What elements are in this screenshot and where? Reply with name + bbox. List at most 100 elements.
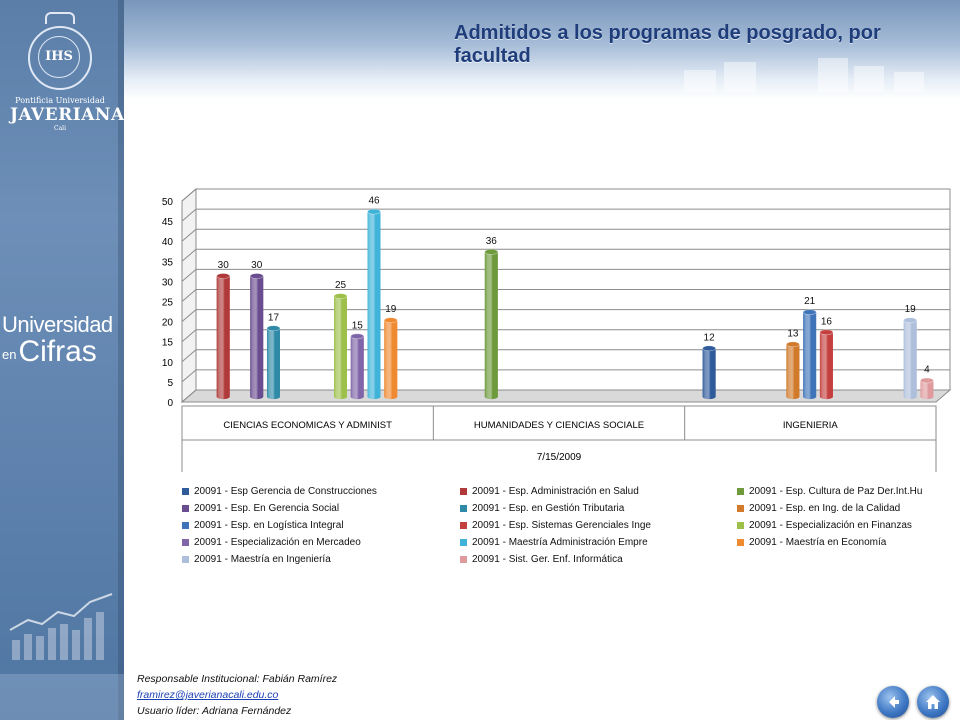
home-button[interactable]: [917, 686, 949, 718]
y-tick-label: 45: [162, 217, 174, 228]
bar: [819, 329, 834, 400]
chart-labels: 0 5 10 15 20 25 30 35 40 45 50 CIENCIAS ECONOMICAS …: [162, 196, 930, 463]
sidebar-shade: [118, 0, 124, 720]
responsable-text: Responsable Institucional: Fabián Ramíre…: [137, 673, 338, 685]
bar-shade: [384, 320, 398, 400]
legend-label: 20091 - Esp Gerencia de Construcciones: [194, 485, 377, 497]
legend-label: 20091 - Esp. Sistemas Gerenciales Inge: [472, 519, 651, 531]
university-logo: IHS Pontificia Universidad JAVERIANA Cal…: [10, 12, 124, 132]
gridline: [181, 349, 950, 363]
gridline: [181, 188, 950, 202]
seal-text: IHS: [38, 36, 80, 78]
logo-line-2: JAVERIANA: [10, 105, 124, 125]
data-label: 21: [804, 296, 816, 307]
back-button[interactable]: [877, 686, 909, 718]
legend-label: 20091 - Maestría en Ingeniería: [194, 553, 331, 565]
legend-item: 20091 - Esp. en Gestión Tributaria: [460, 501, 624, 515]
legend-item: 20091 - Especialización en Finanzas: [737, 518, 912, 532]
legend-swatch: [182, 538, 189, 546]
legend-label: 20091 - Sist. Ger. Enf. Informática: [472, 553, 623, 565]
bar: [383, 317, 398, 400]
bar-top: [802, 309, 817, 315]
legend-swatch: [460, 504, 467, 512]
usuario-text: Usuario líder: Adriana Fernández: [137, 705, 292, 717]
bar-top: [702, 345, 716, 352]
sidebar-footer-band: [0, 674, 124, 720]
data-label: 19: [905, 304, 917, 315]
legend-swatch: [737, 487, 744, 495]
bar-shade: [803, 312, 817, 400]
page-title: Admitidos a los programas de posgrado, p…: [454, 22, 881, 67]
gridline: [181, 369, 950, 383]
data-label: 46: [368, 196, 380, 207]
gridline: [181, 289, 950, 302]
chart-bars: [216, 208, 934, 400]
bar: [350, 333, 365, 400]
bar: [920, 377, 934, 400]
y-tick-label: 5: [167, 378, 173, 389]
legend-swatch: [182, 555, 189, 563]
legend-label: 20091 - Esp. Cultura de Paz Der.Int.Hu: [749, 485, 923, 497]
brand-title: Universidad en Cifras: [2, 312, 113, 368]
y-tick-label: 50: [162, 197, 174, 208]
home-icon: [926, 695, 940, 709]
y-tick-label: 20: [162, 318, 174, 329]
legend-item: 20091 - Maestría Administración Empre: [460, 535, 648, 549]
gridline: [181, 248, 950, 262]
crown-icon: [45, 12, 75, 24]
legend-item: 20091 - Esp. Sistemas Gerenciales Inge: [460, 518, 651, 532]
y-tick-label: 35: [162, 257, 174, 268]
legend-label: 20091 - Especialización en Mercadeo: [194, 536, 361, 548]
email-link[interactable]: framirez@javerianacali.edu.co: [137, 689, 279, 701]
data-label: 16: [821, 316, 833, 327]
data-label: 17: [268, 312, 280, 323]
y-tick-label: 0: [167, 398, 173, 409]
data-label: 36: [486, 236, 498, 247]
legend-swatch: [737, 538, 744, 546]
bar: [333, 293, 348, 400]
legend-item: 20091 - Esp. Cultura de Paz Der.Int.Hu: [737, 484, 922, 498]
y-tick-label: 30: [162, 277, 174, 288]
seal-icon: IHS: [28, 26, 92, 90]
bar-top: [350, 333, 365, 340]
y-tick-label: 10: [162, 358, 174, 369]
bar-shade: [250, 276, 264, 400]
gridline: [181, 268, 950, 282]
x-axis-title: 7/15/2009: [537, 452, 582, 463]
legend-swatch: [182, 521, 189, 529]
brand-line-2: en: [2, 347, 17, 362]
bar-shade: [903, 320, 917, 400]
legend-item: 20091 - Sist. Ger. Enf. Informática: [460, 552, 623, 566]
logo-line-1: Pontificia Universidad: [15, 96, 105, 105]
bar-top: [484, 249, 499, 255]
bar: [702, 345, 716, 400]
bar: [249, 273, 264, 400]
data-label: 30: [218, 260, 230, 271]
logo-line-3: Cali: [53, 125, 66, 132]
legend-item: 20091 - Esp. En Gerencia Social: [182, 501, 339, 515]
bar-top: [249, 273, 264, 279]
growth-chart-icon: [9, 593, 113, 660]
bar: [216, 273, 231, 400]
legend-swatch: [737, 521, 744, 529]
legend-swatch: [460, 538, 467, 546]
brand-row: en Cifras: [2, 336, 113, 368]
bar-top: [819, 329, 834, 336]
sidebar: IHS Pontificia Universidad JAVERIANA Cal…: [0, 0, 124, 720]
footer-credits: Responsable Institucional: Fabián Ramíre…: [137, 671, 337, 719]
legend-label: 20091 - Esp. En Gerencia Social: [194, 502, 340, 514]
legend-label: 20091 - Maestría Administración Empre: [472, 536, 648, 548]
data-label: 13: [787, 328, 799, 339]
header-banner: Admitidos a los programas de posgrado, p…: [124, 0, 960, 100]
data-label: 12: [704, 332, 716, 343]
legend-item: 20091 - Maestría en Ingeniería: [182, 552, 331, 566]
gridline: [181, 228, 950, 242]
brand-line-3: Cifras: [18, 335, 97, 368]
gridline: [181, 309, 950, 322]
legend-item: 20091 - Esp. en Ing. de la Calidad: [737, 501, 900, 515]
chart-floor: [180, 389, 952, 403]
bar-shade: [266, 328, 280, 400]
legend-item: 20091 - Esp. en Logística Integral: [182, 518, 344, 532]
y-tick-label: 40: [162, 237, 174, 248]
